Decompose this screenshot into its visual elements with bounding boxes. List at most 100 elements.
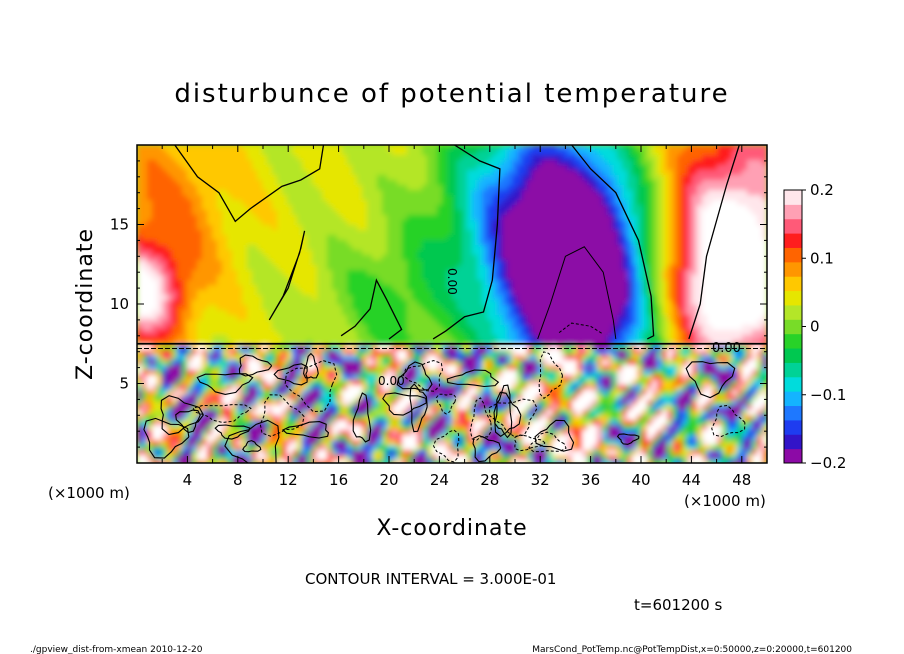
heatmap-cell (707, 305, 713, 311)
heatmap-cell (682, 260, 688, 266)
heatmap-cell (672, 160, 678, 166)
heatmap-cell (227, 260, 233, 266)
heatmap-cell (392, 310, 398, 316)
heatmap-cell (752, 300, 758, 306)
heatmap-cell (717, 165, 723, 171)
heatmap-cell (397, 310, 403, 316)
heatmap-cell (452, 230, 458, 236)
heatmap-cell (257, 165, 263, 171)
heatmap-cell (412, 235, 418, 241)
heatmap-cell (397, 185, 403, 191)
heatmap-cell (487, 160, 493, 166)
heatmap-cell (562, 160, 568, 166)
heatmap-cell (412, 205, 418, 211)
heatmap-cell (437, 230, 443, 236)
heatmap-cell (392, 155, 398, 161)
heatmap-cell (487, 275, 493, 281)
heatmap-cell (287, 165, 293, 171)
heatmap-cell (357, 270, 363, 276)
heatmap-cell (357, 245, 363, 251)
heatmap-cell (672, 300, 678, 306)
heatmap-cell (462, 285, 468, 291)
heatmap-cell (752, 220, 758, 226)
heatmap-cell (737, 335, 743, 341)
heatmap-cell (302, 185, 308, 191)
heatmap-cell (352, 300, 358, 306)
heatmap-cell (657, 190, 663, 196)
heatmap-cell (182, 300, 188, 306)
heatmap-cell (437, 185, 443, 191)
heatmap-cell (692, 190, 698, 196)
heatmap-cell (337, 235, 343, 241)
heatmap-cell (202, 205, 208, 211)
heatmap-cell (442, 250, 448, 256)
heatmap-cell (312, 270, 318, 276)
heatmap-cell (727, 325, 733, 331)
heatmap-cell (587, 300, 593, 306)
heatmap-cell (457, 165, 463, 171)
heatmap-cell (402, 200, 408, 206)
heatmap-cell (542, 295, 548, 301)
heatmap-cell (247, 285, 253, 291)
heatmap-cell (482, 145, 488, 151)
heatmap-cell (357, 325, 363, 331)
heatmap-cell (672, 190, 678, 196)
heatmap-cell (317, 240, 323, 246)
heatmap-cell (607, 205, 613, 211)
heatmap-cell (332, 165, 338, 171)
heatmap-cell (682, 185, 688, 191)
heatmap-cell (187, 220, 193, 226)
heatmap-cell (537, 195, 543, 201)
heatmap-cell (512, 175, 518, 181)
heatmap-cell (292, 325, 298, 331)
heatmap-cell (282, 220, 288, 226)
heatmap-cell (427, 255, 433, 261)
heatmap-cell (417, 335, 423, 341)
heatmap-cell (467, 185, 473, 191)
heatmap-cell (367, 270, 373, 276)
heatmap-cell (417, 340, 423, 346)
heatmap-cell (707, 190, 713, 196)
heatmap-cell (592, 275, 598, 281)
heatmap-cell (582, 175, 588, 181)
heatmap-cell (687, 260, 693, 266)
heatmap-cell (462, 320, 468, 326)
heatmap-cell (397, 240, 403, 246)
heatmap-cell (342, 160, 348, 166)
heatmap-cell (532, 180, 538, 186)
heatmap-cell (332, 160, 338, 166)
heatmap-cell (507, 295, 513, 301)
heatmap-cell (397, 155, 403, 161)
heatmap-cell (362, 285, 368, 291)
heatmap-cell (202, 215, 208, 221)
heatmap-cell (157, 340, 163, 346)
heatmap-cell (707, 325, 713, 331)
heatmap-cell (237, 270, 243, 276)
heatmap-cell (652, 200, 658, 206)
heatmap-cell (157, 295, 163, 301)
heatmap-cell (542, 225, 548, 231)
heatmap-cell (682, 205, 688, 211)
heatmap-cell (447, 155, 453, 161)
heatmap-cell (457, 290, 463, 296)
heatmap-cell (292, 175, 298, 181)
heatmap-cell (652, 150, 658, 156)
heatmap-cell (307, 250, 313, 256)
heatmap-cell (252, 200, 258, 206)
heatmap-cell (412, 295, 418, 301)
heatmap-cell (737, 175, 743, 181)
heatmap-cell (402, 170, 408, 176)
heatmap-cell (582, 190, 588, 196)
heatmap-cell (577, 200, 583, 206)
heatmap-cell (502, 190, 508, 196)
heatmap-cell (652, 330, 658, 336)
heatmap-cell (227, 205, 233, 211)
heatmap-cell (327, 165, 333, 171)
heatmap-cell (662, 335, 668, 341)
heatmap-cell (482, 270, 488, 276)
heatmap-cell (722, 200, 728, 206)
heatmap-cell (277, 320, 283, 326)
heatmap-cell (742, 155, 748, 161)
heatmap-cell (507, 300, 513, 306)
heatmap-cell (482, 165, 488, 171)
